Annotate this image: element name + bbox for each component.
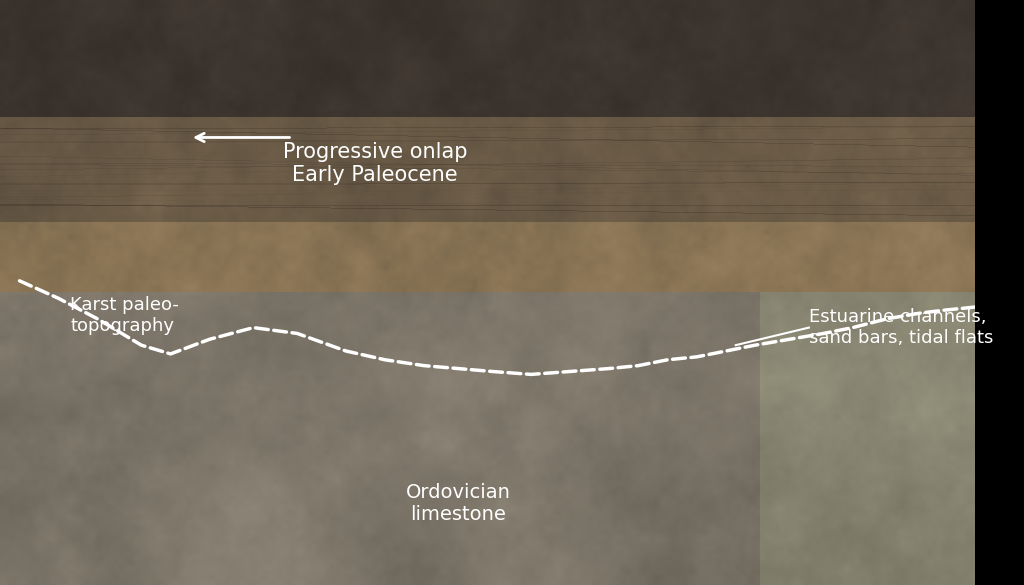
- Text: Estuarine channels,
sand bars, tidal flats: Estuarine channels, sand bars, tidal fla…: [809, 308, 993, 347]
- Text: Karst paleo-
topography: Karst paleo- topography: [71, 297, 179, 335]
- Text: Ordovician
limestone: Ordovician limestone: [406, 483, 511, 524]
- Text: Progressive onlap
Early Paleocene: Progressive onlap Early Paleocene: [283, 142, 467, 185]
